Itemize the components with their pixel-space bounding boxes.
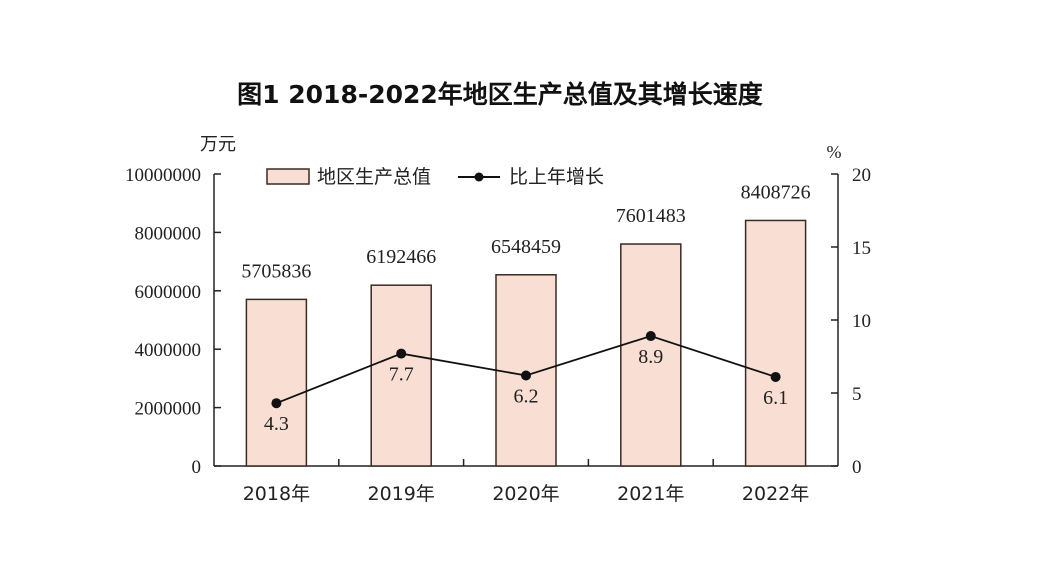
y2-tick-label: 10 [852,311,871,332]
growth-value-label: 6.1 [763,387,788,409]
y-axis-label: 万元 [200,134,236,155]
bar-value-label: 6192466 [366,246,436,268]
y-tick-label: 6000000 [135,282,202,303]
growth-point [521,370,531,381]
bar-value-label: 5705836 [241,260,311,282]
bar [370,284,432,467]
x-tick-label: 2020年 [492,483,559,505]
y-tick-label: 4000000 [135,340,202,361]
x-tick-label: 2022年 [742,483,809,505]
bar [495,274,557,467]
growth-value-label: 6.2 [514,385,539,407]
y-tick-label: 10000000 [125,165,201,186]
x-tick-label: 2018年 [243,483,310,505]
bar [245,298,308,467]
y2-axis-label: % [827,142,842,162]
growth-point [396,348,407,359]
growth-value-label: 4.3 [264,413,289,435]
growth-value-label: 8.9 [638,346,663,368]
y2-tick-label: 5 [852,384,862,405]
legend: 地区生产总值 比上年增长 [266,166,604,188]
y2-tick-label: 15 [852,238,871,259]
bar [620,243,682,467]
growth-value-label: 7.7 [389,364,414,386]
y-tick-label: 0 [192,457,202,478]
legend-bar-swatch [266,168,310,185]
y2-tick-label: 0 [852,457,862,478]
y-tick-label: 8000000 [135,223,202,244]
growth-point [645,331,656,342]
bar-value-label: 7601483 [616,205,686,227]
legend-bar-label: 地区生产总值 [317,166,431,188]
bar-value-label: 8408726 [741,181,811,203]
legend-line-marker [474,172,484,182]
legend-line-label: 比上年增长 [509,166,604,188]
growth-point [271,398,282,409]
y2-tick-label: 20 [852,165,871,186]
x-tick-label: 2019年 [368,483,435,505]
chart-title: 图1 2018-2022年地区生产总值及其增长速度 [237,80,763,109]
bar-value-label: 6548459 [491,236,561,258]
bar [744,219,807,467]
growth-point [770,371,781,382]
x-tick-label: 2021年 [617,483,684,505]
y-tick-label: 2000000 [135,399,202,420]
